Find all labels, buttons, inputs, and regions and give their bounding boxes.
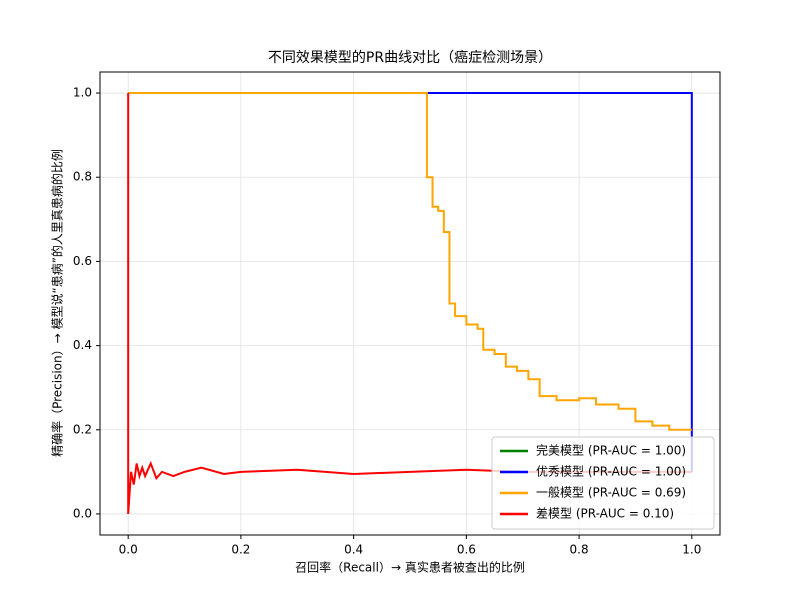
x-tick-label: 0.2 [231,543,250,557]
x-axis-label: 召回率（Recall）→ 真实患者被查出的比例 [295,560,525,575]
series-line [127,93,692,515]
series-line [128,92,692,431]
plot-frame [99,71,721,536]
legend-box [491,436,715,530]
y-tick-label: 0.2 [73,422,92,436]
x-tick-label: 0.6 [457,543,476,557]
x-tick-label: 0.8 [570,543,589,557]
y-tick-label: 0.4 [73,338,92,352]
x-tick-label: 0.0 [119,543,138,557]
y-tick-label: 0.8 [73,170,92,184]
chart-title: 不同效果模型的PR曲线对比（癌症检测场景） [268,50,552,66]
x-tick-label: 0.4 [344,543,363,557]
y-axis-label: 精确率（Precision）→ 模型说“患病”的人里真患病的比例 [50,149,65,457]
y-tick-label: 0.0 [73,506,92,520]
legend-label: 优秀模型 (PR-AUC = 1.00) [536,465,686,479]
legend-label: 一般模型 (PR-AUC = 0.69) [536,485,686,500]
legend-label: 完美模型 (PR-AUC = 1.00) [536,443,686,458]
y-tick-label: 0.6 [73,254,92,268]
y-tick-label: 1.0 [73,86,92,100]
legend-label: 差模型 (PR-AUC = 0.10) [536,507,674,521]
x-tick-label: 1.0 [682,543,701,557]
